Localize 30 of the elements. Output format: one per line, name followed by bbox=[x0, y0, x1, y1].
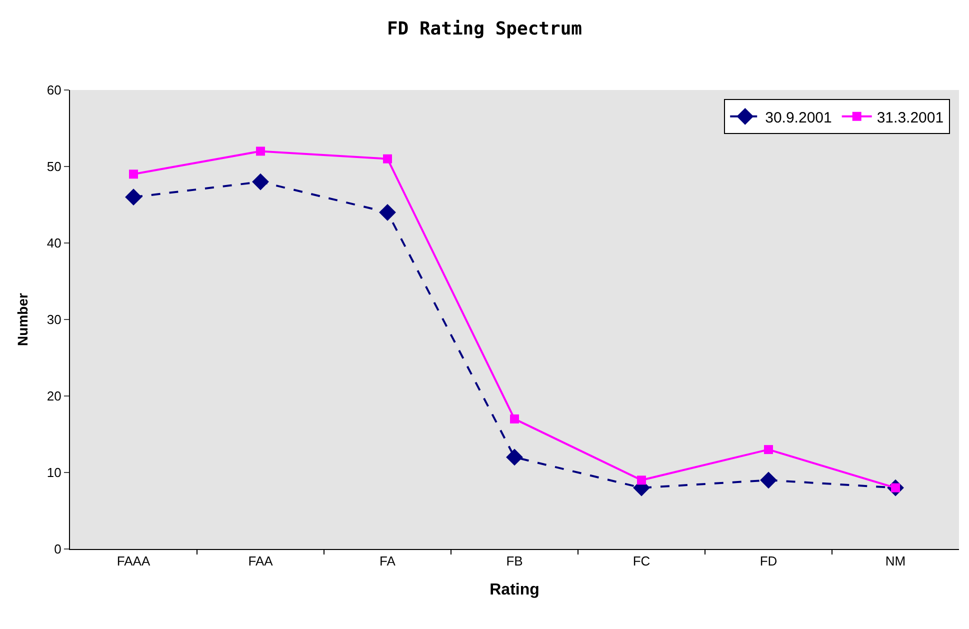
y-tick-label: 50 bbox=[46, 159, 62, 174]
x-tick-label: NM bbox=[885, 554, 906, 569]
point bbox=[764, 445, 773, 454]
y-tick-label: 0 bbox=[54, 542, 62, 557]
point bbox=[125, 188, 142, 206]
y-axis-title: Number bbox=[14, 292, 31, 346]
x-tick-label: FD bbox=[760, 554, 778, 569]
point bbox=[637, 476, 646, 485]
x-tick-label: FB bbox=[506, 554, 523, 569]
point bbox=[379, 204, 396, 221]
x-tick-label: FA bbox=[380, 554, 396, 569]
point bbox=[252, 173, 269, 190]
point bbox=[760, 472, 777, 489]
point bbox=[506, 448, 523, 466]
point bbox=[256, 146, 265, 156]
point bbox=[510, 414, 519, 424]
point bbox=[129, 170, 138, 179]
point bbox=[383, 154, 392, 164]
x-tick-label: FC bbox=[632, 554, 650, 569]
x-tick-label: FAA bbox=[248, 554, 274, 569]
x-tick-label: FAAA bbox=[116, 554, 150, 569]
legend-label: 31.3.2001 bbox=[876, 109, 944, 126]
y-tick-label: 60 bbox=[46, 82, 62, 98]
chart-title: FD Rating Spectrum bbox=[386, 18, 582, 40]
y-tick-label: 40 bbox=[46, 236, 62, 251]
legend-label: 30.9.2001 bbox=[765, 109, 832, 126]
y-tick-label: 20 bbox=[46, 388, 62, 404]
y-tick-label: 10 bbox=[46, 465, 62, 480]
y-tick-label: 30 bbox=[46, 312, 62, 328]
x-axis-title: Rating bbox=[490, 581, 540, 598]
